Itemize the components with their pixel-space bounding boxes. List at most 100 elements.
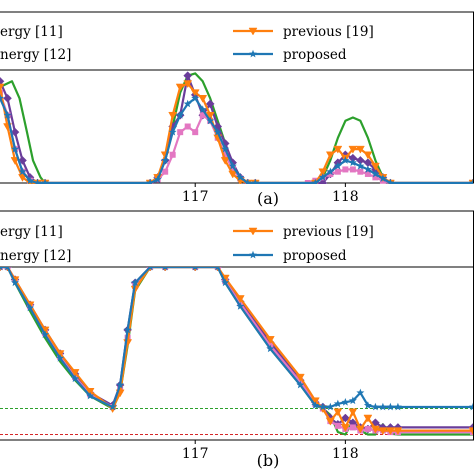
data-point <box>190 89 200 98</box>
data-point <box>184 123 191 130</box>
data-point <box>325 151 335 160</box>
data-point <box>363 151 373 160</box>
data-point <box>235 295 245 303</box>
data-point <box>355 145 365 154</box>
data-point <box>192 267 198 271</box>
legend-label: nergy [12] <box>0 47 71 63</box>
data-point <box>175 83 185 92</box>
panel-a: 117 118 (a) ergy [11] nergy [12] previous [19… <box>0 11 474 208</box>
data-point <box>326 167 335 176</box>
data-point <box>131 278 140 287</box>
data-point <box>26 176 35 184</box>
data-point <box>236 302 245 310</box>
data-point <box>221 144 230 153</box>
x-tick-label: 117 <box>182 189 209 205</box>
data-point <box>0 83 5 92</box>
data-point <box>41 178 50 184</box>
data-point <box>162 168 169 175</box>
data-point <box>341 413 350 423</box>
data-point <box>393 402 402 411</box>
data-point <box>378 174 387 182</box>
data-point <box>469 402 473 411</box>
data-point <box>215 267 221 271</box>
data-point <box>349 166 356 173</box>
data-point <box>10 127 20 137</box>
x-tick-label: 118 <box>332 189 359 205</box>
data-point <box>266 344 275 353</box>
data-point <box>108 402 117 411</box>
data-point <box>385 427 395 436</box>
data-point <box>0 267 3 271</box>
legend-entry: proposed <box>233 248 347 264</box>
series-4 <box>0 267 473 411</box>
data-point <box>228 170 238 179</box>
data-point <box>206 116 215 125</box>
data-point <box>370 425 380 434</box>
data-point <box>198 105 207 113</box>
data-point <box>221 278 230 287</box>
data-point <box>162 267 168 271</box>
data-point <box>56 354 65 362</box>
panel-caption: (b) <box>257 451 280 470</box>
data-point <box>348 396 357 405</box>
data-point <box>0 76 5 86</box>
data-point <box>153 175 162 184</box>
data-point <box>348 158 357 167</box>
legend-marker <box>248 27 258 36</box>
data-point <box>229 166 236 173</box>
legend-entry: ergy [11] <box>0 24 63 40</box>
data-point <box>326 402 335 411</box>
data-point <box>295 373 305 382</box>
legend-entry: ergy [11] <box>0 224 63 240</box>
data-point <box>357 168 364 175</box>
data-point <box>169 151 176 158</box>
data-point <box>378 402 387 411</box>
data-point <box>33 178 42 184</box>
data-point <box>70 369 80 377</box>
data-point <box>147 267 153 271</box>
legend-entry: previous [19] <box>233 224 374 240</box>
data-point <box>318 402 327 411</box>
data-point <box>0 94 4 102</box>
data-point <box>371 169 380 178</box>
data-point <box>371 402 380 411</box>
legend-label: proposed <box>283 248 347 264</box>
data-point <box>192 129 199 136</box>
data-point <box>168 111 178 120</box>
data-point <box>318 178 328 184</box>
data-point <box>228 161 237 170</box>
legend-label: ergy [11] <box>0 24 63 40</box>
legend-entry: nergy [12] <box>0 248 71 264</box>
data-point <box>348 145 358 154</box>
data-point <box>11 278 20 287</box>
x-tick-label: 118 <box>332 446 359 462</box>
data-point <box>378 427 388 436</box>
data-point <box>265 336 275 344</box>
data-point <box>213 127 222 136</box>
data-point <box>342 166 349 173</box>
data-point <box>146 178 155 184</box>
legend-marker <box>249 49 257 58</box>
legend-label: nergy [12] <box>0 248 71 264</box>
data-point <box>468 427 473 436</box>
legend-entry: nergy [12] <box>0 47 71 63</box>
data-point <box>177 129 184 136</box>
data-point <box>318 168 328 177</box>
data-point <box>318 173 327 181</box>
data-point <box>71 374 80 383</box>
data-point <box>3 111 12 119</box>
data-point <box>363 414 373 423</box>
data-point <box>334 168 341 175</box>
data-point <box>327 170 334 177</box>
data-point <box>222 151 229 158</box>
legend-label: previous [19] <box>283 224 374 240</box>
data-point <box>18 174 27 182</box>
data-point <box>183 71 193 81</box>
legend-marker <box>249 250 257 259</box>
data-point <box>341 156 350 164</box>
data-point <box>356 388 365 397</box>
plot-area <box>0 267 473 436</box>
data-point <box>5 267 10 271</box>
data-point <box>340 424 350 432</box>
